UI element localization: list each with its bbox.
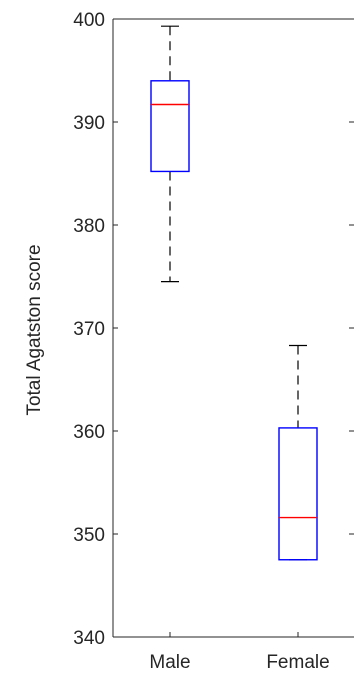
y-tick-label: 400 <box>73 10 105 31</box>
y-tick-label: 370 <box>73 319 105 340</box>
plot-area: 340 350 360 370 380 390 400 Male Female <box>73 10 354 673</box>
y-tick-label: 340 <box>73 628 105 649</box>
y-tick-label: 360 <box>73 422 105 443</box>
box-female <box>278 427 318 561</box>
box-male <box>150 80 190 173</box>
y-axis-label: Total Agatston score <box>24 244 45 415</box>
x-category-label-female: Female <box>266 652 329 673</box>
y-tick-label: 390 <box>73 113 105 134</box>
y-tick-label: 380 <box>73 216 105 237</box>
x-category-label-male: Male <box>149 652 190 673</box>
y-tick-label: 350 <box>73 525 105 546</box>
